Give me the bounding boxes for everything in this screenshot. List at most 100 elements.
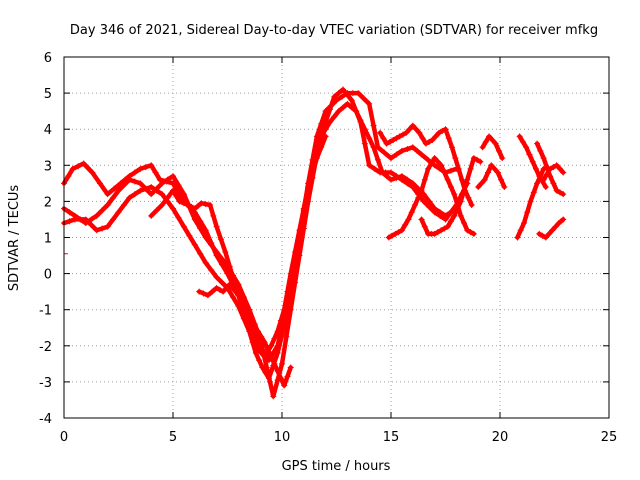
data-point bbox=[268, 353, 275, 360]
data-point bbox=[556, 165, 563, 172]
data-point bbox=[431, 230, 438, 237]
data-point bbox=[256, 357, 263, 364]
data-point bbox=[191, 216, 198, 223]
data-point bbox=[526, 151, 533, 158]
data-point bbox=[340, 86, 347, 93]
data-point bbox=[396, 133, 403, 140]
data-point bbox=[66, 218, 73, 225]
data-point bbox=[137, 180, 144, 187]
data-point bbox=[527, 198, 534, 205]
data-point bbox=[220, 288, 227, 295]
data-point bbox=[439, 128, 446, 135]
data-point bbox=[326, 106, 333, 113]
data-point bbox=[255, 328, 262, 335]
data-point bbox=[539, 232, 546, 239]
data-point bbox=[300, 205, 307, 212]
data-point bbox=[523, 144, 530, 151]
data-point bbox=[217, 236, 224, 243]
data-point bbox=[360, 95, 367, 102]
data-point bbox=[377, 129, 384, 136]
data-point bbox=[186, 232, 193, 239]
data-point bbox=[88, 221, 95, 228]
data-point bbox=[486, 133, 493, 140]
data-point bbox=[438, 162, 445, 169]
data-point bbox=[110, 194, 117, 201]
data-point bbox=[88, 216, 95, 223]
series-track-5 bbox=[196, 281, 294, 389]
data-point bbox=[451, 212, 458, 219]
data-point bbox=[89, 169, 96, 176]
series-trace bbox=[61, 90, 459, 363]
data-point bbox=[467, 165, 474, 172]
data-point bbox=[283, 333, 290, 340]
data-point bbox=[447, 183, 454, 190]
data-point bbox=[388, 155, 394, 162]
data-point bbox=[258, 333, 265, 340]
data-point bbox=[474, 156, 481, 163]
data-point bbox=[252, 350, 259, 357]
data-point bbox=[274, 368, 281, 375]
data-point bbox=[361, 126, 368, 133]
data-point bbox=[248, 328, 255, 335]
data-point bbox=[547, 165, 554, 172]
data-point bbox=[176, 198, 183, 205]
series-track-1 bbox=[61, 90, 460, 364]
grid-lines bbox=[64, 57, 609, 418]
axis-ticks: 0 5 10 15 20 25 -4 -3 -2 -1 0 1 2 3 4 5 6 bbox=[39, 51, 617, 445]
data-point bbox=[550, 164, 557, 171]
x-tick-label: 15 bbox=[383, 430, 400, 445]
data-point bbox=[383, 173, 390, 180]
data-point bbox=[426, 198, 433, 205]
data-point bbox=[222, 248, 229, 255]
data-point bbox=[393, 151, 400, 158]
series-track-13 bbox=[534, 140, 567, 198]
data-point bbox=[213, 274, 220, 281]
data-point bbox=[383, 140, 390, 147]
y-tick-label: -3 bbox=[39, 376, 52, 391]
data-point bbox=[402, 221, 409, 228]
data-point bbox=[338, 93, 345, 100]
data-point bbox=[292, 248, 299, 255]
data-point bbox=[213, 248, 220, 255]
data-point bbox=[277, 375, 284, 382]
data-point bbox=[534, 140, 541, 147]
data-point bbox=[537, 173, 544, 180]
data-point bbox=[219, 256, 226, 263]
data-point bbox=[80, 160, 87, 167]
data-point bbox=[110, 216, 117, 223]
data-point bbox=[404, 146, 411, 153]
data-point bbox=[467, 229, 474, 236]
series-track-12 bbox=[514, 165, 547, 241]
data-point bbox=[191, 205, 198, 212]
data-point bbox=[255, 346, 262, 353]
data-point bbox=[202, 201, 209, 208]
data-point bbox=[447, 167, 454, 174]
y-tick-label: 0 bbox=[44, 268, 52, 283]
y-tick-label: -4 bbox=[39, 412, 52, 427]
data-point bbox=[131, 169, 138, 176]
data-point bbox=[270, 393, 277, 400]
data-point bbox=[445, 135, 452, 142]
x-axis-label: GPS time / hours bbox=[282, 459, 391, 474]
data-point bbox=[388, 169, 394, 176]
data-point bbox=[264, 346, 271, 353]
data-point bbox=[379, 169, 386, 176]
data-point bbox=[403, 129, 410, 136]
data-point bbox=[444, 176, 451, 183]
data-point bbox=[208, 241, 215, 248]
data-point bbox=[219, 279, 226, 286]
data-point bbox=[104, 191, 111, 198]
data-point bbox=[540, 176, 547, 183]
chart-title: Day 346 of 2021, Sidereal Day-to-day VTE… bbox=[70, 23, 598, 38]
data-point bbox=[111, 185, 118, 192]
data-point bbox=[519, 138, 526, 145]
data-point bbox=[148, 183, 155, 190]
data-point bbox=[385, 234, 392, 241]
data-point bbox=[388, 176, 394, 183]
data-point bbox=[344, 91, 351, 98]
data-point bbox=[238, 297, 245, 304]
data-point bbox=[313, 155, 320, 162]
series-trace bbox=[377, 123, 474, 208]
data-point bbox=[416, 129, 423, 136]
data-point bbox=[447, 218, 454, 225]
